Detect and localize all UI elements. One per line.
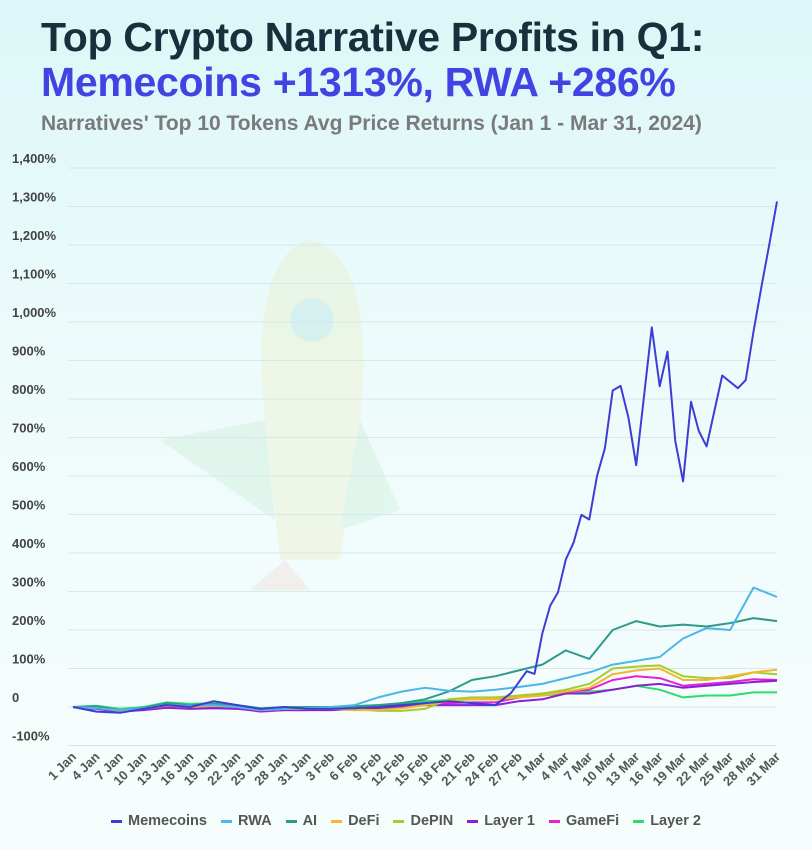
y-axis-ticks: -100% 0 100% 200% 300% 400% 500% 600% 700% 800% 90… [12, 151, 57, 744]
y-tick-label: 1,400% [12, 151, 57, 166]
y-tick-label: 1,100% [12, 267, 57, 282]
chart-title-line1: Top Crypto Narrative Profits in Q1: [41, 14, 705, 60]
rocket-watermark [160, 240, 400, 590]
y-tick-label: 100% [12, 652, 46, 667]
y-tick-label: 500% [12, 498, 46, 513]
legend-item[interactable]: GameFi [549, 813, 619, 829]
y-tick-label: 0 [12, 690, 19, 705]
y-tick-label: 900% [12, 344, 46, 359]
legend-swatch [220, 819, 232, 823]
series-lines [72, 201, 778, 714]
chart-subtitle: Narratives' Top 10 Tokens Avg Price Retu… [41, 112, 702, 135]
chart-title-line2: Memecoins +1313%, RWA +286% [41, 59, 676, 105]
series-line-ai [72, 617, 778, 712]
legend-label: GameFi [566, 813, 620, 829]
legend-item[interactable]: Memecoins [111, 813, 207, 829]
y-tick-label: 1,000% [12, 305, 57, 320]
legend-label: Layer 2 [650, 813, 701, 829]
legend-swatch [549, 819, 560, 823]
legend-label: DeFi [348, 813, 380, 829]
legend-item[interactable]: DeFi [331, 813, 379, 829]
series-line-memecoins [72, 201, 778, 714]
legend-swatch [285, 819, 297, 823]
legend-item[interactable]: Layer 1 [467, 813, 535, 829]
gridlines [68, 167, 777, 746]
y-tick-label: 1,200% [12, 228, 57, 243]
series-line-layer-2 [72, 684, 777, 710]
series-line-rwa [72, 586, 778, 712]
legend-item[interactable]: Layer 2 [633, 813, 701, 829]
y-tick-label: 600% [12, 459, 46, 474]
legend-swatch [331, 819, 343, 823]
legend-label: Memecoins [128, 813, 207, 829]
legend-swatch [111, 819, 122, 823]
y-tick-label: 400% [12, 536, 46, 551]
legend-swatch [393, 819, 405, 823]
legend-label: RWA [237, 813, 272, 829]
legend-swatch [467, 819, 479, 823]
legend-label: AI [302, 813, 318, 829]
legend-label: DePIN [410, 813, 454, 829]
y-tick-label: 800% [12, 382, 46, 397]
legend-item[interactable]: DePIN [393, 813, 453, 829]
y-tick-label: 200% [12, 613, 46, 628]
legend-item[interactable]: AI [285, 813, 318, 829]
legend-swatch [633, 819, 645, 823]
y-tick-label: 700% [12, 421, 46, 436]
legend: Memecoins RWA AI DeFi DePIN Layer 1 GameFi Laye… [0, 813, 812, 829]
y-tick-label: 300% [12, 575, 46, 590]
legend-item[interactable]: RWA [220, 813, 272, 829]
legend-label: Layer 1 [484, 813, 535, 829]
y-tick-label: -100% [12, 729, 50, 744]
y-tick-label: 1,300% [12, 190, 57, 205]
